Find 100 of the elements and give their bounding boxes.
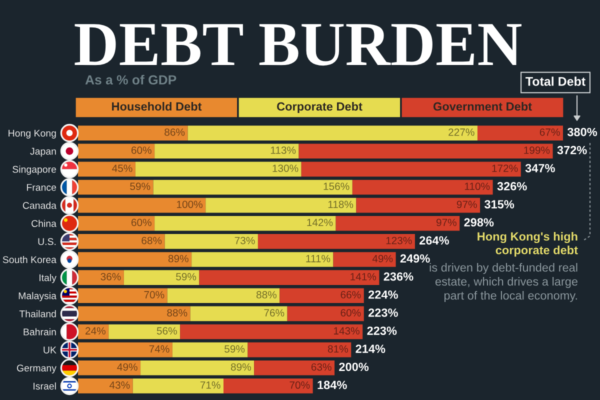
data-label: 88% [256,291,277,298]
annotation: Hong Kong's high corporate debt [478,232,578,257]
data-label: 89% [168,254,188,262]
y-tick-label: Malaysia [18,292,56,302]
bar [280,288,364,304]
bar [78,378,133,394]
data-label: 227% [448,128,474,136]
total-label: 223% [367,326,397,335]
data-label: 49% [372,254,393,262]
data-label: 56% [156,327,177,335]
data-label: 70% [290,381,310,389]
bar [188,126,478,140]
bar [336,216,460,231]
data-label: 60% [131,146,152,154]
y-tick-label: U.S. [38,238,56,246]
data-label: 130% [272,164,298,172]
chart-subtitle: As a % of GDP [85,74,176,85]
bar [190,306,288,322]
y-tick-label: South Korea [2,256,56,264]
bar [298,144,553,159]
y-tick-label: UK [44,346,56,354]
total-label: 326% [497,182,527,190]
data-label: 110% [464,182,490,190]
bar [301,162,521,177]
y-tick-label: Germany [16,364,56,374]
data-label: 71% [200,381,220,389]
data-label: 172% [492,164,518,172]
data-label: 81% [328,345,348,353]
data-label: 70% [144,291,164,298]
bar [477,126,563,140]
total-label: 223% [368,308,398,317]
total-label: 200% [339,362,369,372]
bar [78,360,141,376]
data-label: 59% [176,272,196,280]
bar [333,252,396,267]
total-label: 298% [464,218,494,227]
bar [356,198,480,213]
data-label: 67% [540,128,560,136]
total-label: 264% [420,236,449,245]
data-label: 24% [86,327,106,335]
data-label: 63% [311,363,332,371]
annotation: is driven by debt-funded real estate, which drives a large part of the local economy. [430,263,578,302]
bar [153,180,352,195]
text: Total Debt [526,76,586,86]
data-label: 100% [177,200,202,208]
bar [248,342,352,358]
y-tick-label: Israel [34,382,56,390]
bar [154,144,299,159]
bar [352,180,493,195]
bar [132,378,224,394]
data-label: 89% [230,363,251,371]
y-tick-label: Canada [22,202,56,209]
y-tick-label: Italy [40,274,56,284]
bar [180,324,363,340]
total-label: 184% [318,380,347,390]
bar [108,324,180,340]
total-label: 372% [557,146,587,154]
bar [199,270,380,285]
bar [78,306,190,322]
chart-title: DEBT BURDEN [74,24,522,66]
bar [206,198,356,213]
data-label: 68% [142,236,162,244]
data-label: 49% [117,363,138,371]
y-tick-label: Thailand [19,310,56,318]
y-tick-label: Japan [30,148,56,157]
data-label: 111% [306,254,330,262]
data-label: 97% [436,218,456,226]
bar [140,360,254,376]
data-label: 73% [234,236,255,244]
data-label: 88% [167,309,188,316]
data-label: 141% [350,273,376,280]
bar [78,234,165,249]
data-label: 97% [456,200,477,208]
total-label: 315% [484,200,514,208]
data-label: 59% [130,182,150,190]
data-label: 60% [131,218,152,226]
data-label: 118% [328,200,354,208]
total-label: 236% [384,272,414,281]
total-label: 347% [525,164,555,172]
series-label: Household Debt [112,102,202,111]
bar [258,234,415,249]
y-tick-label: Hong Kong [8,130,56,139]
data-label: 76% [264,309,284,316]
y-tick-label: China [32,220,56,227]
bar [78,288,168,304]
data-label: 143% [334,327,360,335]
series-label: Government Debt [433,102,532,111]
total-label: 249% [400,254,430,263]
data-label: 86% [164,128,185,136]
total-label: 224% [368,290,398,299]
total-label: 214% [356,344,386,353]
data-label: 142% [307,218,333,226]
data-label: 199% [524,146,550,154]
data-label: 43% [109,381,130,389]
bar [192,252,334,267]
total-label: 380% [567,128,598,136]
data-label: 59% [224,345,245,353]
series-label: Corporate Debt [277,102,362,113]
bar [254,360,335,376]
y-tick-label: France [27,184,56,191]
